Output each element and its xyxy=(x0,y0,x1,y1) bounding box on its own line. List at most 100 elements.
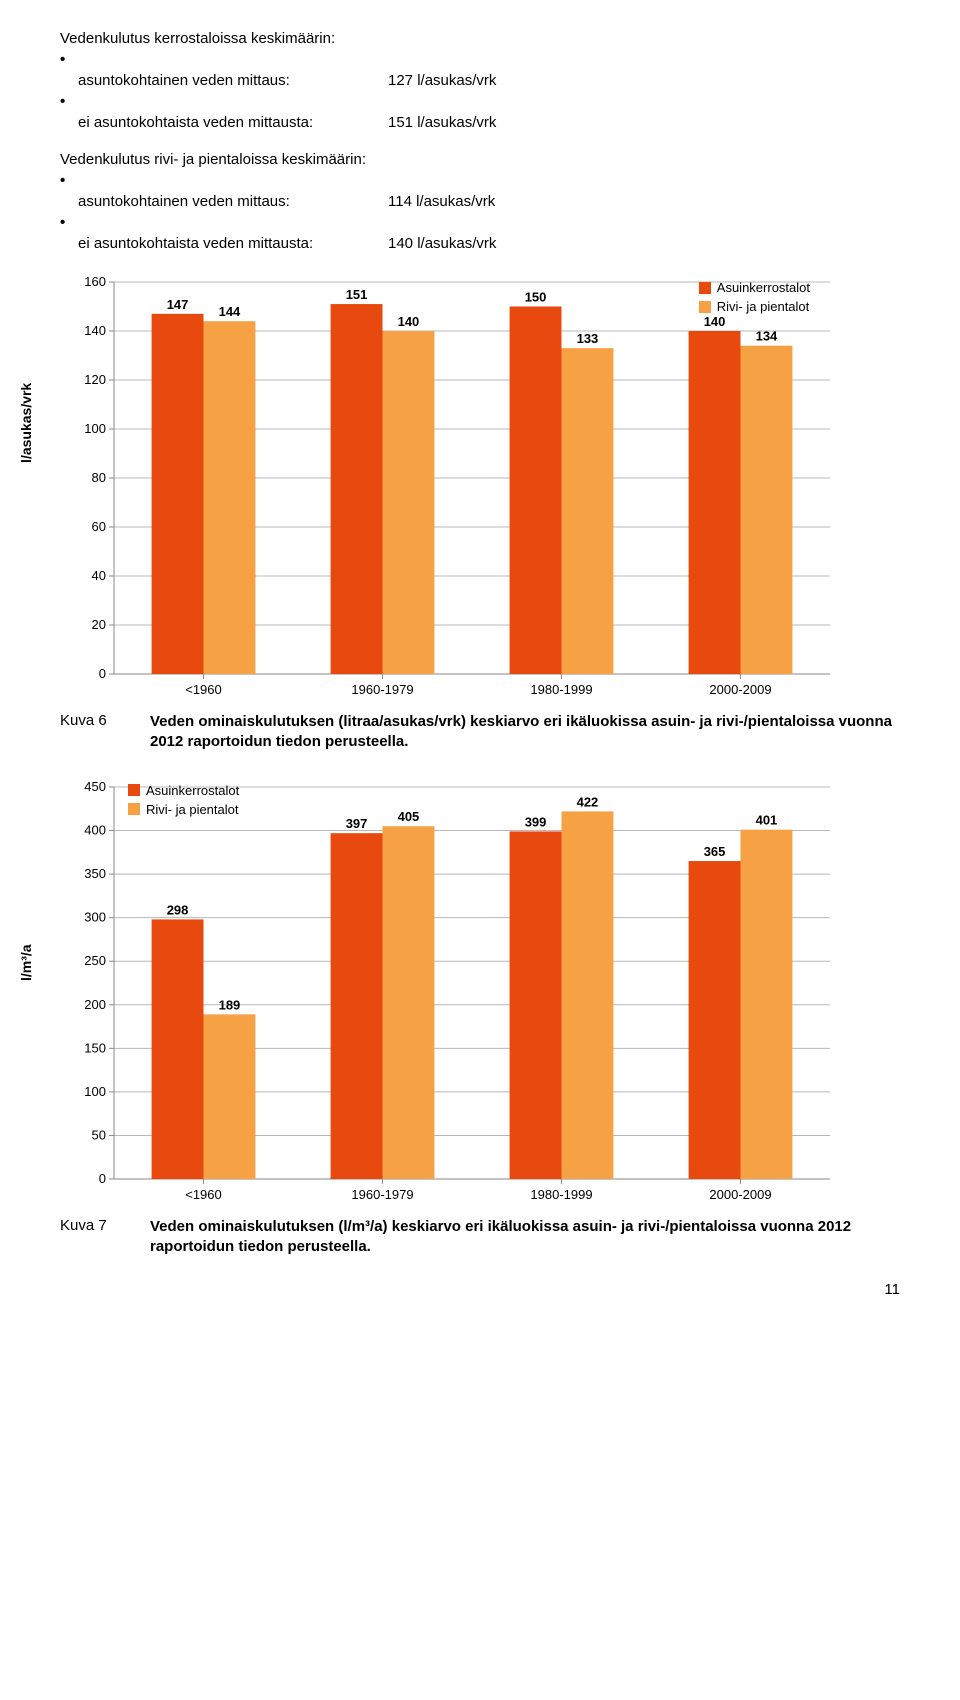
legend-label: Rivi- ja pientalot xyxy=(146,802,239,817)
caption-2-text: Veden ominaiskulutuksen (l/m³/a) keskiar… xyxy=(150,1217,900,1258)
intro-item-value: 140 l/asukas/vrk xyxy=(388,233,496,254)
svg-text:450: 450 xyxy=(84,779,106,794)
bar xyxy=(510,307,562,675)
svg-text:60: 60 xyxy=(92,519,106,534)
svg-text:50: 50 xyxy=(92,1127,106,1142)
svg-text:200: 200 xyxy=(84,996,106,1011)
svg-text:397: 397 xyxy=(346,816,368,831)
svg-text:400: 400 xyxy=(84,822,106,837)
legend-item: Asuinkerrostalot xyxy=(699,280,810,295)
chart-1-svg: 020406080100120140160147144<196015114019… xyxy=(60,272,840,702)
svg-text:100: 100 xyxy=(84,421,106,436)
svg-text:160: 160 xyxy=(84,274,106,289)
intro-block-2: Vedenkulutus rivi- ja pientaloissa keski… xyxy=(60,151,900,254)
intro-list-2: asuntokohtainen veden mittaus:114 l/asuk… xyxy=(60,170,900,254)
intro-item-value: 114 l/asukas/vrk xyxy=(388,191,495,212)
svg-text:144: 144 xyxy=(219,304,241,319)
svg-text:189: 189 xyxy=(219,997,241,1012)
svg-text:<1960: <1960 xyxy=(185,682,222,697)
svg-text:133: 133 xyxy=(577,331,599,346)
chart-2-legend: Asuinkerrostalot Rivi- ja pientalot xyxy=(128,783,239,817)
bar xyxy=(152,919,204,1179)
intro-list-item: ei asuntokohtaista veden mittausta:140 l… xyxy=(78,212,900,254)
intro-item-label: ei asuntokohtaista veden mittausta: xyxy=(78,233,388,254)
intro-list-1: asuntokohtainen veden mittaus:127 l/asuk… xyxy=(60,49,900,133)
bar xyxy=(204,1014,256,1179)
chart-1: l/asukas/vrk 020406080100120140160147144… xyxy=(60,272,900,702)
svg-text:350: 350 xyxy=(84,866,106,881)
svg-text:20: 20 xyxy=(92,617,106,632)
svg-text:2000-2009: 2000-2009 xyxy=(709,1187,771,1202)
legend-item: Rivi- ja pientalot xyxy=(699,299,810,314)
svg-text:2000-2009: 2000-2009 xyxy=(709,682,771,697)
intro-title-2: Vedenkulutus rivi- ja pientaloissa keski… xyxy=(60,151,900,168)
bar xyxy=(689,331,741,674)
svg-text:150: 150 xyxy=(525,290,547,305)
intro-title-1: Vedenkulutus kerrostaloissa keskimäärin: xyxy=(60,30,900,47)
svg-text:1980-1999: 1980-1999 xyxy=(530,682,592,697)
intro-list-item: asuntokohtainen veden mittaus:127 l/asuk… xyxy=(78,49,900,91)
legend-label: Rivi- ja pientalot xyxy=(717,299,810,314)
intro-list-item: ei asuntokohtaista veden mittausta:151 l… xyxy=(78,91,900,133)
intro-item-label: asuntokohtainen veden mittaus: xyxy=(78,70,388,91)
svg-text:365: 365 xyxy=(704,844,726,859)
svg-text:151: 151 xyxy=(346,287,368,302)
legend-swatch xyxy=(699,282,711,294)
bar xyxy=(510,831,562,1179)
legend-label: Asuinkerrostalot xyxy=(146,783,239,798)
svg-text:100: 100 xyxy=(84,1083,106,1098)
bar xyxy=(383,331,435,674)
intro-item-label: ei asuntokohtaista veden mittausta: xyxy=(78,112,388,133)
svg-text:140: 140 xyxy=(704,314,726,329)
intro-block-1: Vedenkulutus kerrostaloissa keskimäärin:… xyxy=(60,30,900,133)
bar xyxy=(331,304,383,674)
bar xyxy=(204,321,256,674)
intro-item-value: 127 l/asukas/vrk xyxy=(388,70,496,91)
svg-text:300: 300 xyxy=(84,909,106,924)
svg-text:401: 401 xyxy=(756,812,778,827)
legend-swatch xyxy=(128,803,140,815)
intro-list-item: asuntokohtainen veden mittaus:114 l/asuk… xyxy=(78,170,900,212)
svg-text:1960-1979: 1960-1979 xyxy=(351,1187,413,1202)
chart-1-legend: Asuinkerrostalot Rivi- ja pientalot xyxy=(699,280,810,314)
caption-1-label: Kuva 6 xyxy=(60,712,150,753)
bar xyxy=(741,346,793,674)
svg-text:250: 250 xyxy=(84,953,106,968)
chart-2-ylabel: l/m³/a xyxy=(18,944,34,981)
bar xyxy=(383,826,435,1179)
svg-text:140: 140 xyxy=(84,323,106,338)
chart-2-svg: 0 50 100 150 200 250 300 350 400 450 298 189 <1960 39… xyxy=(60,777,840,1207)
svg-text:298: 298 xyxy=(167,902,189,917)
legend-item: Rivi- ja pientalot xyxy=(128,802,239,817)
intro-item-label: asuntokohtainen veden mittaus: xyxy=(78,191,388,212)
legend-item: Asuinkerrostalot xyxy=(128,783,239,798)
intro-item-value: 151 l/asukas/vrk xyxy=(388,112,496,133)
caption-1-text: Veden ominaiskulutuksen (litraa/asukas/v… xyxy=(150,712,900,753)
bar xyxy=(331,833,383,1179)
svg-text:0: 0 xyxy=(99,666,106,681)
svg-text:40: 40 xyxy=(92,568,106,583)
caption-2: Kuva 7 Veden ominaiskulutuksen (l/m³/a) … xyxy=(60,1217,900,1258)
svg-text:150: 150 xyxy=(84,1040,106,1055)
svg-text:1980-1999: 1980-1999 xyxy=(530,1187,592,1202)
svg-text:405: 405 xyxy=(398,809,420,824)
caption-2-label: Kuva 7 xyxy=(60,1217,150,1258)
svg-text:140: 140 xyxy=(398,314,420,329)
bar xyxy=(741,829,793,1178)
svg-text:0: 0 xyxy=(99,1171,106,1186)
legend-swatch xyxy=(128,784,140,796)
legend-label: Asuinkerrostalot xyxy=(717,280,810,295)
caption-1: Kuva 6 Veden ominaiskulutuksen (litraa/a… xyxy=(60,712,900,753)
svg-text:<1960: <1960 xyxy=(185,1187,222,1202)
svg-text:1960-1979: 1960-1979 xyxy=(351,682,413,697)
svg-text:422: 422 xyxy=(577,794,599,809)
chart-1-ylabel: l/asukas/vrk xyxy=(18,383,34,463)
svg-text:80: 80 xyxy=(92,470,106,485)
bar xyxy=(562,348,614,674)
bar xyxy=(689,861,741,1179)
svg-text:147: 147 xyxy=(167,297,189,312)
svg-text:399: 399 xyxy=(525,814,547,829)
bar xyxy=(152,314,204,674)
page-number: 11 xyxy=(60,1281,900,1298)
chart-2: l/m³/a 050100150200250300350400450298189… xyxy=(60,777,900,1207)
